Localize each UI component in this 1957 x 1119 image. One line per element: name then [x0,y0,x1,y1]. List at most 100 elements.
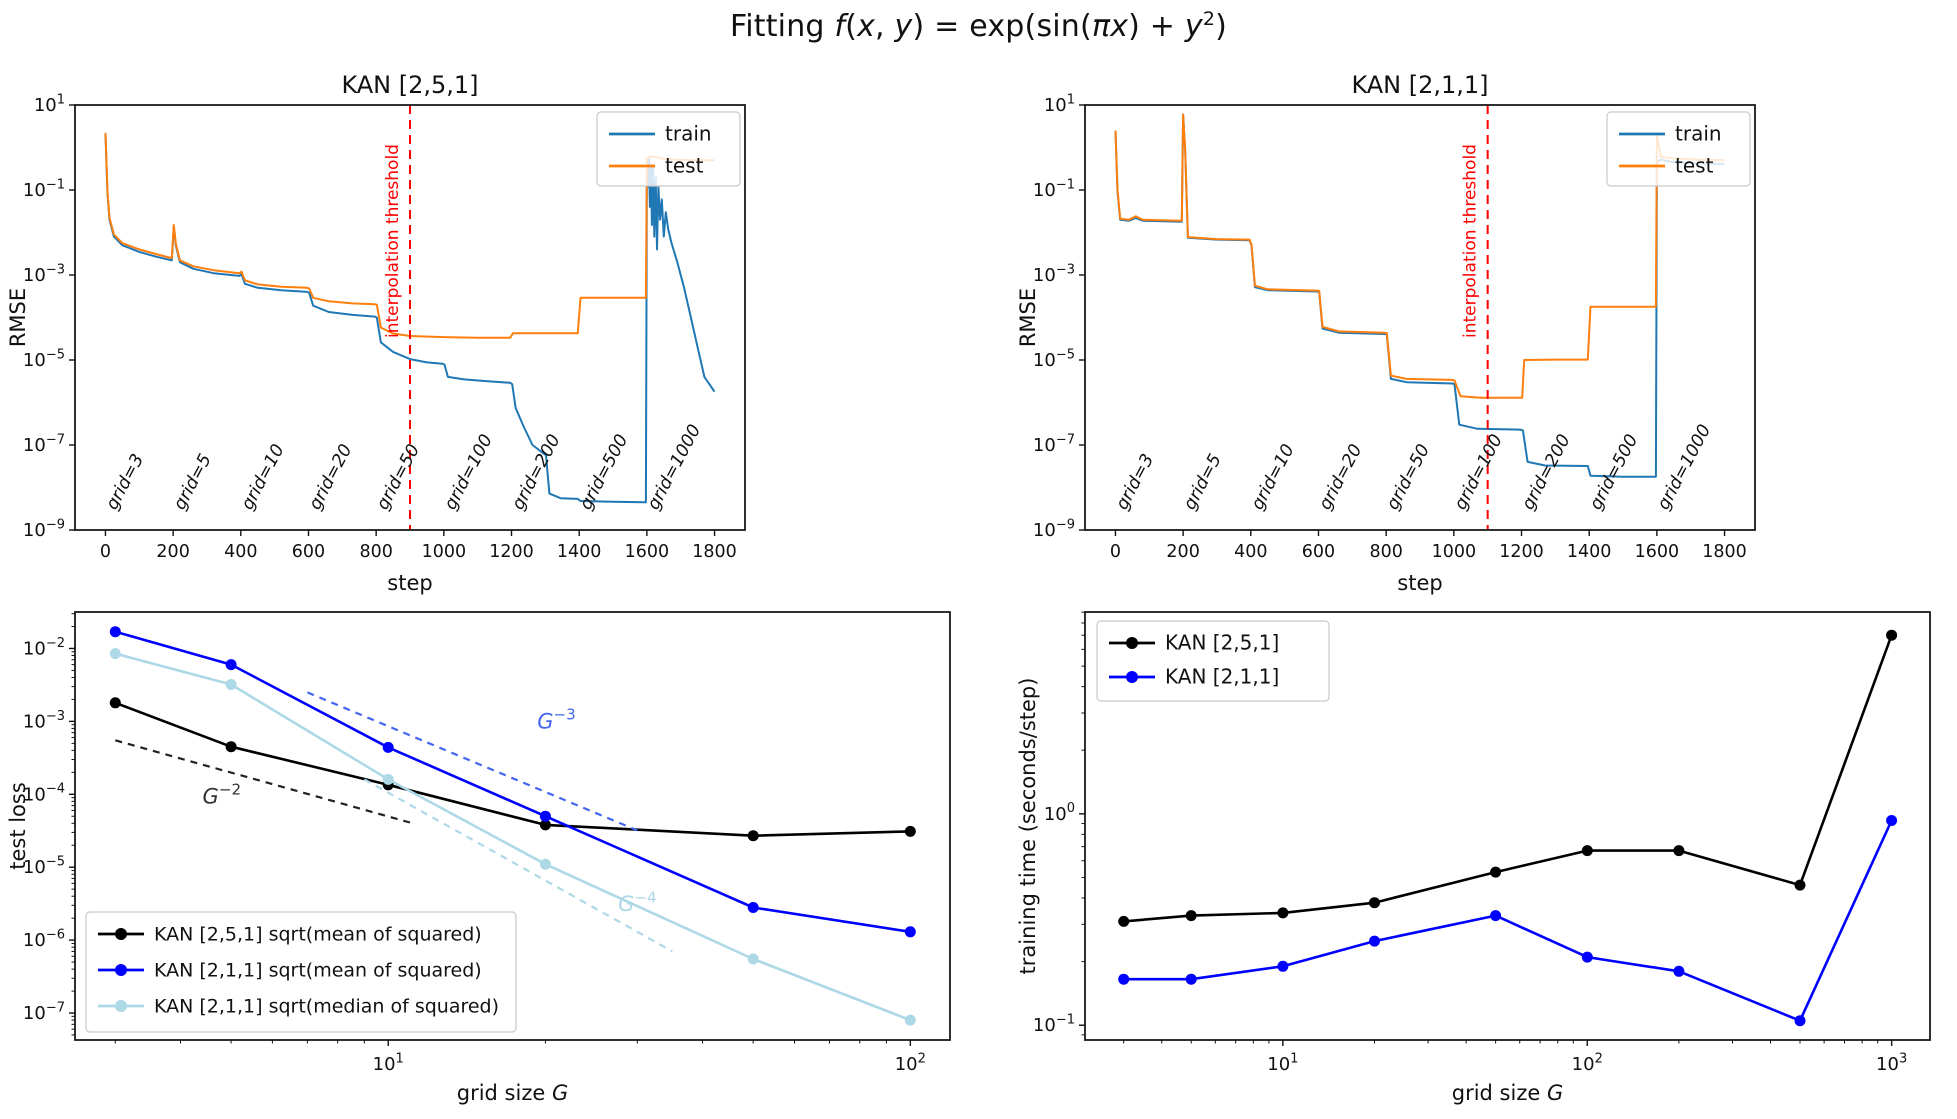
grid-size-annotation: grid=1000 [644,421,706,513]
grid-size-annotation: grid=5 [1180,451,1226,513]
data-point-kan-2-1-1-sqrt-median-of-squared [904,1014,916,1026]
x-axis-label: step [1397,571,1442,595]
text-segment: 10 [895,1054,918,1075]
data-point-kan-2-1-1 [1118,973,1130,985]
legend-box [1606,111,1751,187]
data-point-kan-2-1-1 [1185,973,1197,985]
text-segment: 10 [1044,804,1067,825]
y-tick-label: 10−2 [23,636,65,660]
text-segment: G [537,709,553,733]
text-segment: −3 [46,262,65,277]
x-tick-label: 1600 [625,542,670,562]
data-point-kan-2-1-1-sqrt-median-of-squared [109,648,121,660]
text-segment: 10 [1572,1054,1595,1075]
text-segment: 10 [23,350,46,371]
figure-title-segment: 2 [1202,8,1216,30]
y-tick-label: 10−5 [1033,347,1075,371]
x-tick-label: 1200 [1499,542,1544,562]
panel-top-right: interpolation threshold grid=3 grid=5 grid=… [1016,71,1756,595]
y-tick-label: 10−5 [23,347,65,371]
x-tick-label: 200 [156,542,189,562]
data-point-kan-2-1-1-sqrt-mean-of-squared [747,902,759,913]
y-axis-label: training time (seconds/step) [1016,678,1040,975]
x-axis-label: step [387,571,432,595]
text-segment: −1 [1056,177,1075,192]
text-segment: 10 [23,638,46,659]
text-segment: 10 [23,930,46,951]
grid-size-annotation: grid=20 [305,441,356,513]
series-line-test [104,132,715,339]
data-point-kan-2-5-1-sqrt-mean-of-squared [225,741,237,753]
data-point-kan-2-1-1-sqrt-median-of-squared [747,953,759,965]
data-point-kan-2-1-1-sqrt-median-of-squared [225,679,237,690]
text-segment: 1 [396,1051,404,1066]
legend-label: KAN [2,1,1] sqrt(median of squared) [154,996,499,1018]
text-segment: 10 [1044,95,1067,116]
text-segment: 2 [918,1051,926,1066]
x-tick-label: 1400 [557,542,602,562]
figure-title-segment: , [875,9,895,44]
text-segment: grid size [457,1081,552,1105]
panel-title: KAN [2,1,1] [1351,71,1488,99]
grid-size-annotation: grid=1000 [1654,421,1716,513]
data-point-kan-2-1-1-sqrt-median-of-squared [382,773,394,785]
data-point-kan-2-1-1 [1369,935,1380,947]
text-segment: −7 [46,432,65,447]
x-tick-label: 1200 [489,542,534,562]
text-segment: 10 [23,520,46,541]
text-segment: 1 [1290,1051,1298,1066]
figure-title-segment: f [834,9,846,44]
data-point-kan-2-1-1 [1794,1015,1806,1027]
series-line-kan-2-5-1-sqrt-mean-of-squared [114,701,911,837]
data-point-kan-2-5-1-sqrt-mean-of-squared [747,830,759,842]
data-point-kan-2-5-1 [1581,845,1593,857]
text-segment: −2 [219,781,241,799]
x-tick-label: 400 [224,542,257,562]
x-tick-label: 1000 [422,542,467,562]
axes-frame [74,104,746,531]
y-tick-label: 10−5 [23,855,65,879]
data-point-kan-2-1-1-sqrt-mean-of-squared [109,626,121,638]
text-segment: −3 [553,706,575,724]
y-tick-label: 10−3 [1033,262,1075,286]
text-segment: 10 [1033,1015,1056,1036]
grid-size-annotation: grid=20 [1315,441,1366,513]
legend-label: test [665,154,704,178]
grid-size-annotation: grid=3 [102,451,148,513]
text-segment: −7 [1056,432,1075,447]
grid-size-annotation: grid=50 [1383,441,1434,513]
threshold-label: interpolation threshold [383,144,403,338]
plot-area-bottom-right [1118,629,1898,1027]
data-point-kan-2-5-1 [1673,845,1685,857]
legend-label: KAN [2,5,1] [1165,631,1279,655]
text-segment: 3 [1899,1051,1907,1066]
plot-area-top-right [1114,113,1725,478]
series-line-kan-2-1-1 [1123,819,1893,1022]
x-tick-label: 102 [1572,1051,1603,1075]
x-tick-label: 103 [1876,1051,1907,1075]
y-axis-label: test loss [6,782,30,870]
x-tick-label: 600 [292,542,325,562]
legend-marker [115,928,127,940]
text-segment: G [203,784,219,808]
data-point-kan-2-5-1-sqrt-mean-of-squared [539,819,551,831]
grid-size-annotation: grid=100 [441,431,497,513]
y-axis-label: RMSE [1016,288,1040,347]
panel-title: KAN [2,5,1] [341,71,478,99]
data-point-kan-2-1-1 [1673,965,1685,977]
figure-title-segment: π [1091,9,1111,44]
text-segment: −5 [1056,347,1075,362]
guide-label-2: G−4 [618,888,657,916]
y-tick-label: 10−7 [23,432,65,456]
legend-label: test [1675,154,1714,178]
figure-title-segment: y [1184,9,1203,44]
data-point-kan-2-5-1 [1118,915,1130,927]
text-segment: G [552,1081,568,1105]
text-segment: 10 [1033,180,1056,201]
data-point-kan-2-1-1-sqrt-mean-of-squared [904,926,916,938]
y-tick-label: 10−7 [1033,432,1075,456]
text-segment: 10 [1876,1054,1899,1075]
x-axis-label: grid size G [457,1081,568,1105]
y-tick-label: 10−9 [1033,517,1075,541]
data-point-kan-2-5-1-sqrt-mean-of-squared [904,825,916,837]
